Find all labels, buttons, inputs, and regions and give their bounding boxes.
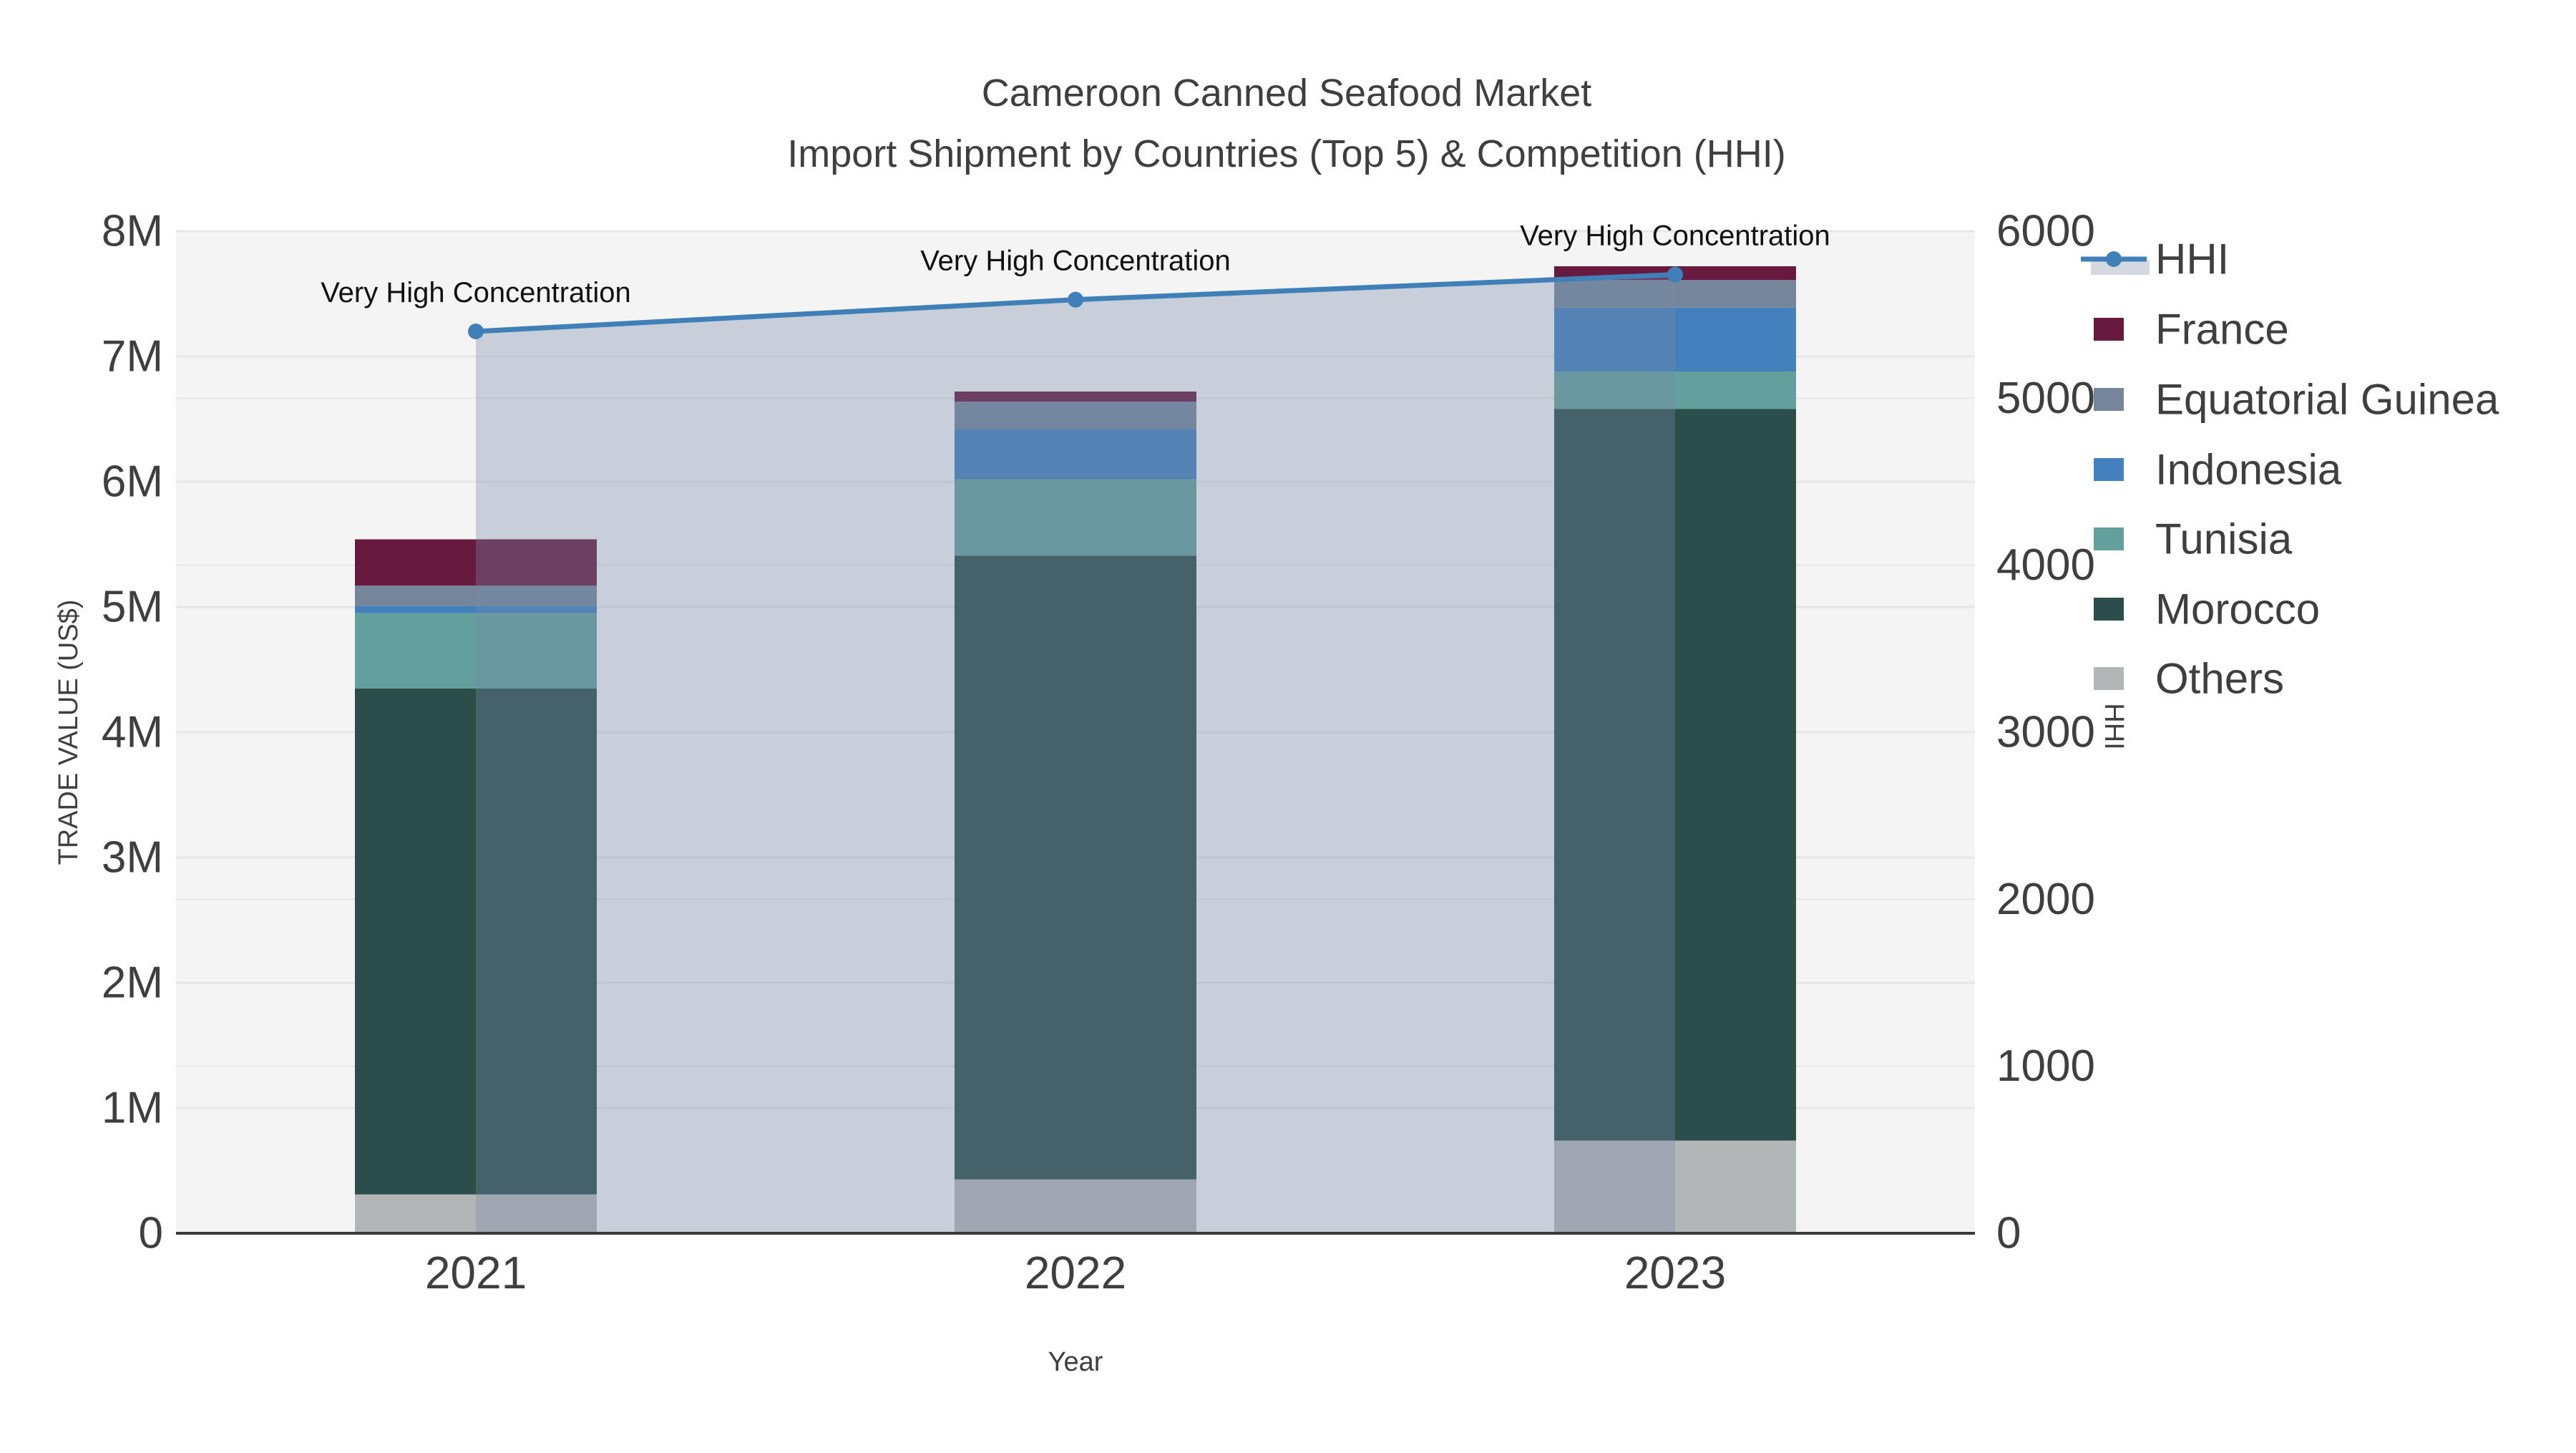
x-axis-title: Year xyxy=(1048,1347,1103,1377)
legend-label: Tunisia xyxy=(2155,515,2293,563)
left-axis-tick-labels: 0 1M 2M 3M 4M 5M 6M 7M 8M xyxy=(102,207,163,1258)
legend-swatch-others xyxy=(2094,667,2124,690)
right-tick-6000: 6000 xyxy=(1996,207,2095,256)
legend-label: HHI xyxy=(2155,235,2229,283)
right-axis-title: HHI xyxy=(2099,703,2129,749)
right-tick-3000: 3000 xyxy=(1996,708,2095,757)
legend: HHI France Equatorial Guinea Indonesia Tunis… xyxy=(2081,235,2499,703)
right-tick-0: 0 xyxy=(1996,1209,2021,1258)
annotation-2022: Very High Concentration xyxy=(920,246,1231,277)
hhi-marker-2022[interactable] xyxy=(1068,291,1083,308)
legend-label: Equatorial Guinea xyxy=(2155,376,2499,424)
legend-hhi-marker-icon xyxy=(2106,251,2122,267)
legend-item-indonesia[interactable]: Indonesia xyxy=(2094,446,2342,494)
left-tick-2M: 2M xyxy=(102,958,163,1008)
legend-hhi-fill-sample xyxy=(2091,261,2150,275)
chart-title-line1: Cameroon Canned Seafood Market xyxy=(982,72,1592,115)
left-tick-4M: 4M xyxy=(102,708,163,757)
legend-item-hhi[interactable]: HHI xyxy=(2081,235,2229,283)
legend-item-france[interactable]: France xyxy=(2094,306,2289,354)
legend-label: France xyxy=(2155,306,2289,354)
annotation-2021: Very High Concentration xyxy=(321,277,631,308)
right-tick-5000: 5000 xyxy=(1996,374,2095,423)
right-tick-2000: 2000 xyxy=(1996,875,2095,924)
legend-label: Others xyxy=(2155,655,2284,703)
bar-segment-indonesia-2022[interactable] xyxy=(955,429,1196,480)
bar-segment-others-2021[interactable] xyxy=(355,1194,597,1233)
chart-title-line2: Import Shipment by Countries (Top 5) & C… xyxy=(787,132,1786,175)
bar-segment-others-2022[interactable] xyxy=(955,1179,1196,1233)
legend-swatch-equatorial-guinea xyxy=(2094,388,2124,411)
x-tick-2023: 2023 xyxy=(1624,1247,1726,1298)
x-axis-tick-labels: 2021 2022 2023 xyxy=(425,1247,1726,1298)
legend-item-others[interactable]: Others xyxy=(2094,655,2284,703)
hhi-area-fill xyxy=(476,274,1675,1234)
right-tick-1000: 1000 xyxy=(1996,1041,2095,1091)
left-axis-title: TRADE VALUE (US$) xyxy=(54,600,84,865)
bar-segment-equatorial-guinea-2022[interactable] xyxy=(955,402,1196,429)
legend-swatch-morocco xyxy=(2094,598,2124,621)
x-tick-2021: 2021 xyxy=(425,1247,527,1298)
left-tick-8M: 8M xyxy=(102,207,163,256)
hhi-marker-2023[interactable] xyxy=(1667,266,1683,283)
annotations: Very High Concentration Very High Concent… xyxy=(321,220,1830,308)
bar-segment-france-2021[interactable] xyxy=(355,539,597,586)
bar-segment-indonesia-2021[interactable] xyxy=(355,606,597,613)
stacked-bars xyxy=(355,266,1796,1233)
legend-swatch-france xyxy=(2094,318,2124,341)
legend-label: Morocco xyxy=(2155,585,2320,633)
bar-segment-tunisia-2022[interactable] xyxy=(955,479,1196,556)
bar-segment-others-2023[interactable] xyxy=(1554,1140,1796,1234)
bar-segment-morocco-2023[interactable] xyxy=(1554,409,1796,1141)
annotation-2023: Very High Concentration xyxy=(1520,220,1830,252)
right-tick-4000: 4000 xyxy=(1996,540,2095,590)
x-tick-2022: 2022 xyxy=(1025,1247,1126,1298)
legend-swatch-tunisia xyxy=(2094,528,2124,550)
bar-segment-france-2022[interactable] xyxy=(955,392,1196,402)
legend-item-morocco[interactable]: Morocco xyxy=(2094,585,2320,633)
bar-segment-equatorial-guinea-2023[interactable] xyxy=(1554,280,1796,308)
hhi-fill-polygon xyxy=(476,274,1675,1234)
right-axis-tick-labels: 0 1000 2000 3000 4000 5000 6000 xyxy=(1996,207,2095,1258)
bar-segment-morocco-2022[interactable] xyxy=(955,555,1196,1180)
bar-segment-indonesia-2023[interactable] xyxy=(1554,307,1796,371)
legend-item-equatorial-guinea[interactable]: Equatorial Guinea xyxy=(2094,376,2499,424)
bar-segment-tunisia-2023[interactable] xyxy=(1554,371,1796,409)
bar-segment-morocco-2021[interactable] xyxy=(355,688,597,1195)
bar-segment-tunisia-2021[interactable] xyxy=(355,613,597,689)
left-tick-6M: 6M xyxy=(102,457,163,507)
legend-item-tunisia[interactable]: Tunisia xyxy=(2094,515,2293,563)
bar-segment-equatorial-guinea-2021[interactable] xyxy=(355,585,597,606)
left-tick-3M: 3M xyxy=(102,833,163,883)
left-tick-1M: 1M xyxy=(102,1084,163,1133)
left-tick-7M: 7M xyxy=(102,332,163,382)
left-tick-5M: 5M xyxy=(102,583,163,632)
legend-swatch-indonesia xyxy=(2094,458,2124,481)
hhi-line xyxy=(468,266,1683,339)
legend-label: Indonesia xyxy=(2155,446,2342,494)
left-tick-0: 0 xyxy=(139,1209,163,1258)
hhi-marker-2021[interactable] xyxy=(468,324,484,339)
